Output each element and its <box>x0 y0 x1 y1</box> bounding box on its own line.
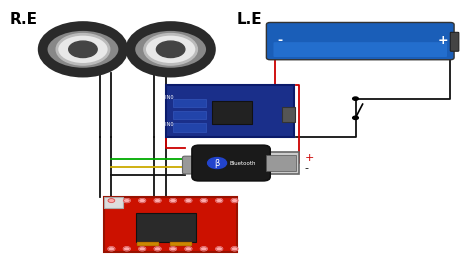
Text: +IN0: +IN0 <box>161 122 173 127</box>
Circle shape <box>216 247 223 251</box>
Circle shape <box>353 97 358 100</box>
FancyBboxPatch shape <box>282 107 295 122</box>
Text: -: - <box>277 34 282 47</box>
FancyBboxPatch shape <box>173 99 206 107</box>
Circle shape <box>185 247 191 251</box>
FancyBboxPatch shape <box>137 242 159 246</box>
Circle shape <box>156 41 185 58</box>
FancyBboxPatch shape <box>104 197 123 208</box>
Circle shape <box>123 247 130 251</box>
FancyBboxPatch shape <box>266 155 296 171</box>
Circle shape <box>108 199 115 202</box>
Text: β: β <box>214 159 220 167</box>
FancyBboxPatch shape <box>266 22 454 60</box>
Circle shape <box>155 199 161 202</box>
Text: L.E: L.E <box>237 12 263 27</box>
Text: -: - <box>304 164 308 173</box>
FancyBboxPatch shape <box>192 145 270 181</box>
Circle shape <box>170 199 176 202</box>
Circle shape <box>139 247 146 251</box>
Circle shape <box>108 247 115 251</box>
FancyBboxPatch shape <box>450 32 459 51</box>
Circle shape <box>145 34 197 64</box>
Circle shape <box>123 199 130 202</box>
Circle shape <box>185 199 191 202</box>
FancyBboxPatch shape <box>173 111 206 119</box>
Circle shape <box>208 158 227 169</box>
Circle shape <box>201 199 207 202</box>
Circle shape <box>155 247 161 251</box>
Circle shape <box>170 247 176 251</box>
Circle shape <box>139 199 146 202</box>
FancyBboxPatch shape <box>273 42 447 57</box>
Circle shape <box>57 34 109 64</box>
Circle shape <box>201 247 207 251</box>
FancyBboxPatch shape <box>212 101 252 124</box>
FancyBboxPatch shape <box>263 152 299 174</box>
Circle shape <box>231 247 238 251</box>
FancyBboxPatch shape <box>182 156 204 174</box>
Circle shape <box>133 27 209 71</box>
FancyBboxPatch shape <box>173 123 206 132</box>
Text: +: + <box>304 153 314 162</box>
FancyBboxPatch shape <box>136 213 196 242</box>
Circle shape <box>216 199 223 202</box>
Circle shape <box>231 199 238 202</box>
Text: +: + <box>438 34 448 47</box>
Text: R.E: R.E <box>9 12 37 27</box>
FancyBboxPatch shape <box>170 242 192 246</box>
Text: Bluetooth: Bluetooth <box>230 161 256 165</box>
Circle shape <box>45 27 121 71</box>
Circle shape <box>69 41 97 58</box>
Circle shape <box>353 116 358 119</box>
Text: +IN0: +IN0 <box>161 95 173 100</box>
FancyBboxPatch shape <box>166 85 294 137</box>
FancyBboxPatch shape <box>104 197 237 252</box>
